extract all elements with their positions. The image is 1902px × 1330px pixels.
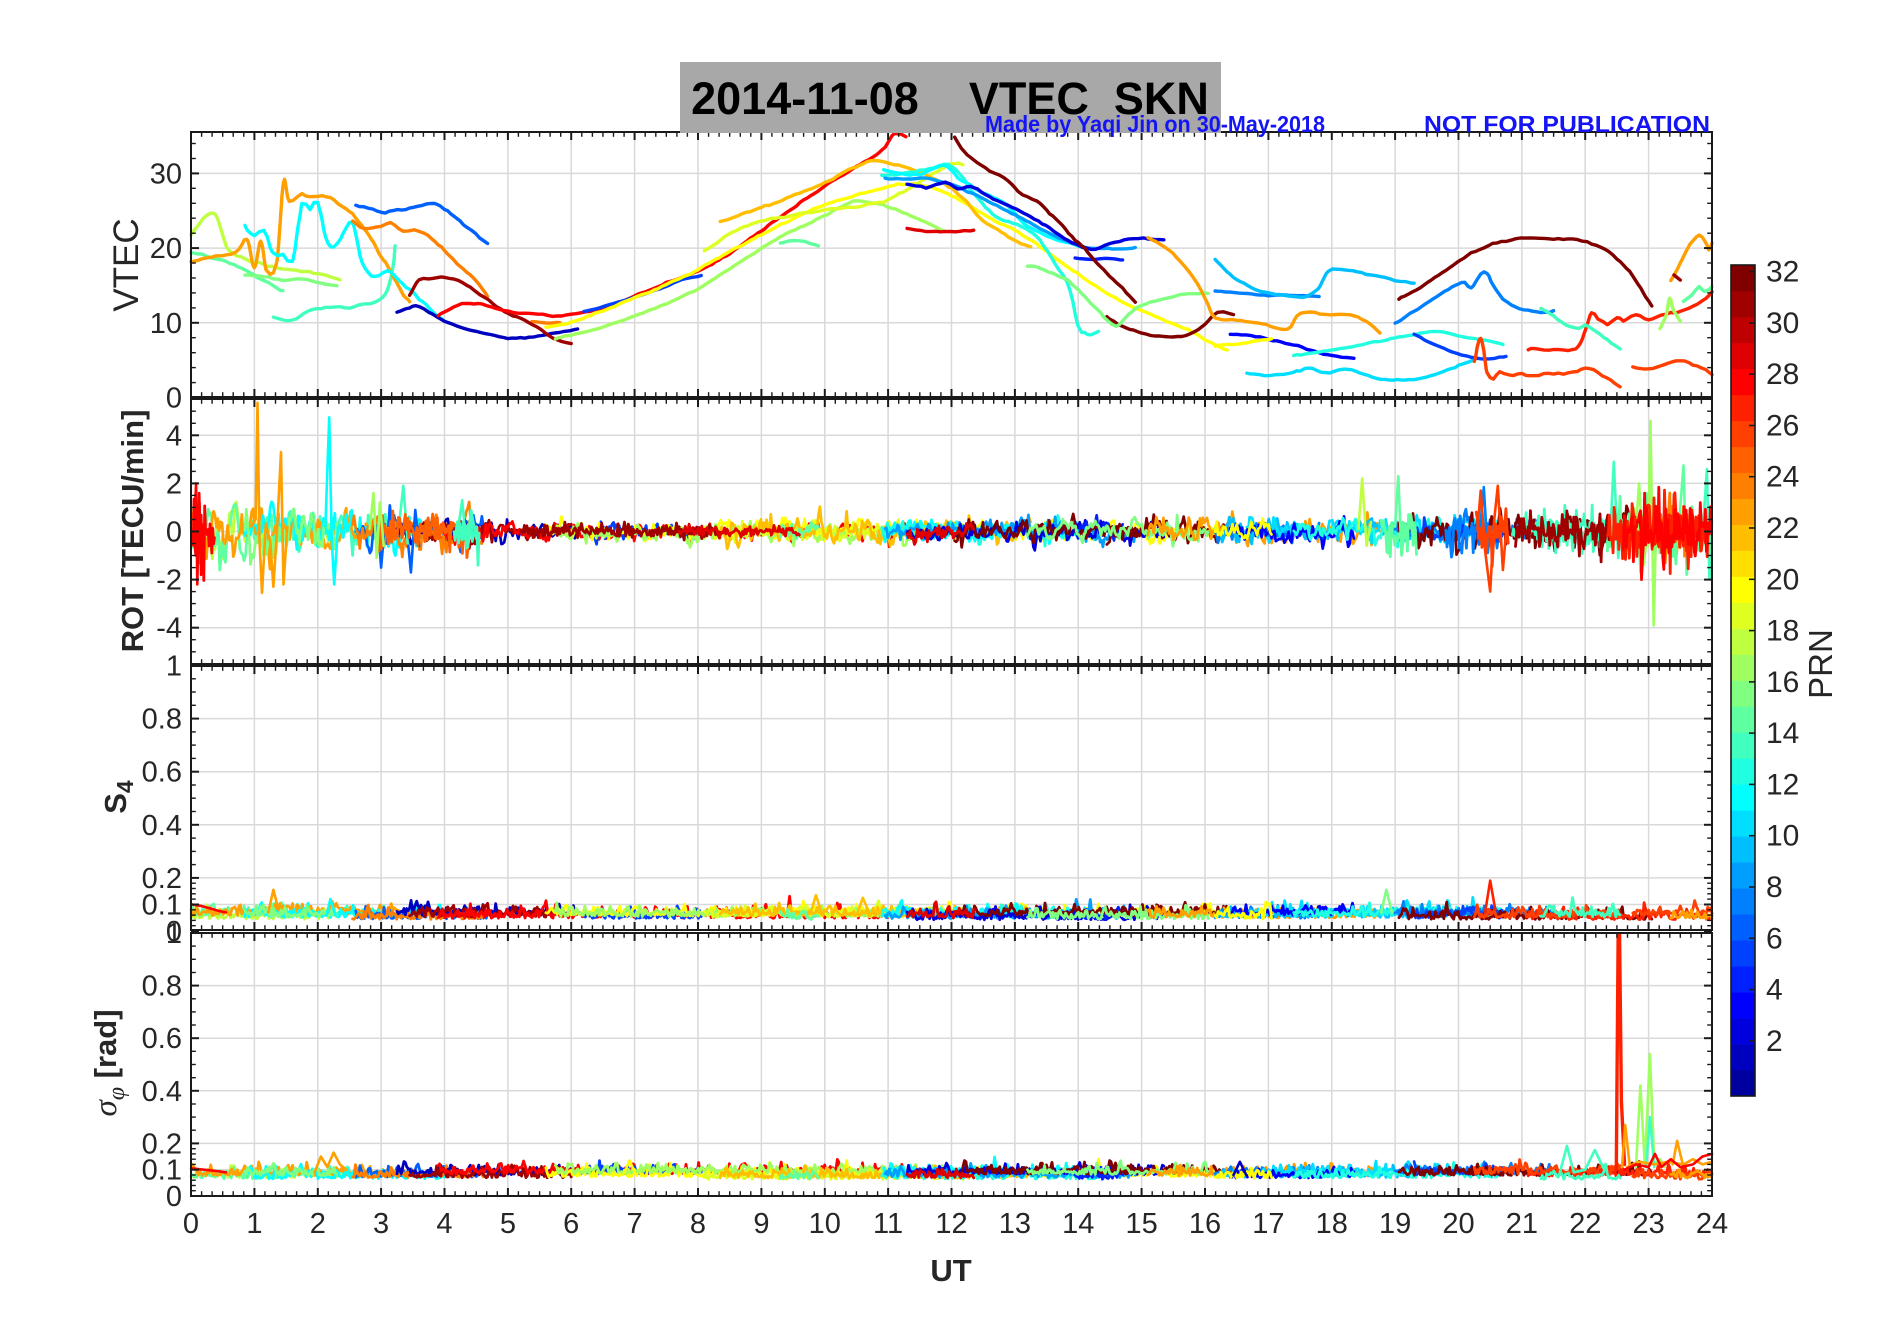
svg-text:18: 18: [1766, 615, 1799, 648]
svg-text:10: 10: [809, 1208, 841, 1240]
svg-text:10: 10: [150, 308, 182, 340]
svg-text:VTEC: VTEC: [107, 218, 146, 311]
svg-text:UT: UT: [930, 1253, 971, 1288]
svg-text:0.6: 0.6: [142, 1023, 182, 1055]
svg-text:20: 20: [1766, 563, 1799, 596]
svg-text:30: 30: [150, 158, 182, 190]
svg-text:2: 2: [310, 1208, 326, 1240]
svg-text:0.4: 0.4: [142, 1076, 182, 1108]
svg-text:σφ [rad]: σφ [rad]: [88, 1009, 130, 1116]
svg-text:12: 12: [935, 1208, 967, 1240]
svg-text:20: 20: [150, 233, 182, 265]
svg-text:24: 24: [1696, 1208, 1728, 1240]
svg-text:ROT [TECU/min]: ROT [TECU/min]: [115, 410, 150, 653]
svg-text:0.4: 0.4: [142, 810, 182, 842]
svg-text:2: 2: [1766, 1025, 1783, 1058]
svg-text:0.1: 0.1: [142, 1155, 182, 1187]
svg-text:22: 22: [1569, 1208, 1601, 1240]
svg-text:16: 16: [1189, 1208, 1221, 1240]
svg-text:20: 20: [1442, 1208, 1474, 1240]
svg-text:0: 0: [183, 1208, 199, 1240]
svg-text:4: 4: [166, 420, 182, 452]
svg-text:8: 8: [1766, 871, 1783, 904]
svg-text:1: 1: [166, 918, 182, 950]
svg-text:0: 0: [166, 1181, 182, 1213]
svg-text:30: 30: [1766, 307, 1799, 340]
svg-text:11: 11: [873, 1208, 903, 1240]
svg-text:12: 12: [1766, 768, 1799, 801]
svg-text:15: 15: [1125, 1208, 1157, 1240]
svg-text:7: 7: [627, 1208, 643, 1240]
svg-text:9: 9: [753, 1208, 769, 1240]
svg-text:0.8: 0.8: [142, 971, 182, 1003]
svg-text:0.2: 0.2: [142, 863, 182, 895]
svg-text:4: 4: [436, 1208, 452, 1240]
svg-text:21: 21: [1506, 1208, 1538, 1240]
svg-text:8: 8: [690, 1208, 706, 1240]
svg-text:1: 1: [246, 1208, 262, 1240]
svg-text:14: 14: [1062, 1208, 1094, 1240]
svg-text:4: 4: [1766, 974, 1783, 1007]
svg-text:0.1: 0.1: [142, 890, 182, 922]
svg-text:5: 5: [500, 1208, 516, 1240]
svg-text:0: 0: [166, 916, 182, 948]
svg-text:6: 6: [1766, 922, 1783, 955]
svg-text:-2: -2: [156, 565, 182, 597]
svg-text:0: 0: [166, 517, 182, 549]
svg-text:32: 32: [1766, 256, 1799, 289]
svg-text:10: 10: [1766, 820, 1799, 853]
svg-text:19: 19: [1379, 1208, 1411, 1240]
svg-text:23: 23: [1632, 1208, 1664, 1240]
svg-text:13: 13: [999, 1208, 1031, 1240]
svg-text:0.6: 0.6: [142, 757, 182, 789]
svg-text:22: 22: [1766, 512, 1799, 545]
svg-text:6: 6: [563, 1208, 579, 1240]
svg-text:1: 1: [166, 651, 182, 683]
svg-text:0.2: 0.2: [142, 1128, 182, 1160]
svg-text:NOT FOR PUBLICATION: NOT FOR PUBLICATION: [1424, 111, 1710, 137]
svg-text:2014-11-08 VTEC SKN: 2014-11-08 VTEC SKN: [691, 73, 1209, 124]
svg-text:24: 24: [1766, 461, 1799, 494]
svg-text:28: 28: [1766, 358, 1799, 391]
svg-text:18: 18: [1316, 1208, 1348, 1240]
svg-text:-4: -4: [156, 613, 182, 645]
svg-text:17: 17: [1252, 1208, 1284, 1240]
svg-text:26: 26: [1766, 410, 1799, 443]
svg-text:3: 3: [373, 1208, 389, 1240]
svg-text:Made by Yaqi Jin on 30-May-201: Made by Yaqi Jin on 30-May-2018: [985, 111, 1325, 137]
svg-text:2: 2: [166, 468, 182, 500]
svg-text:PRN: PRN: [1802, 629, 1839, 699]
svg-text:0.8: 0.8: [142, 704, 182, 736]
svg-text:0: 0: [166, 383, 182, 415]
svg-text:16: 16: [1766, 666, 1799, 699]
svg-text:14: 14: [1766, 717, 1799, 750]
